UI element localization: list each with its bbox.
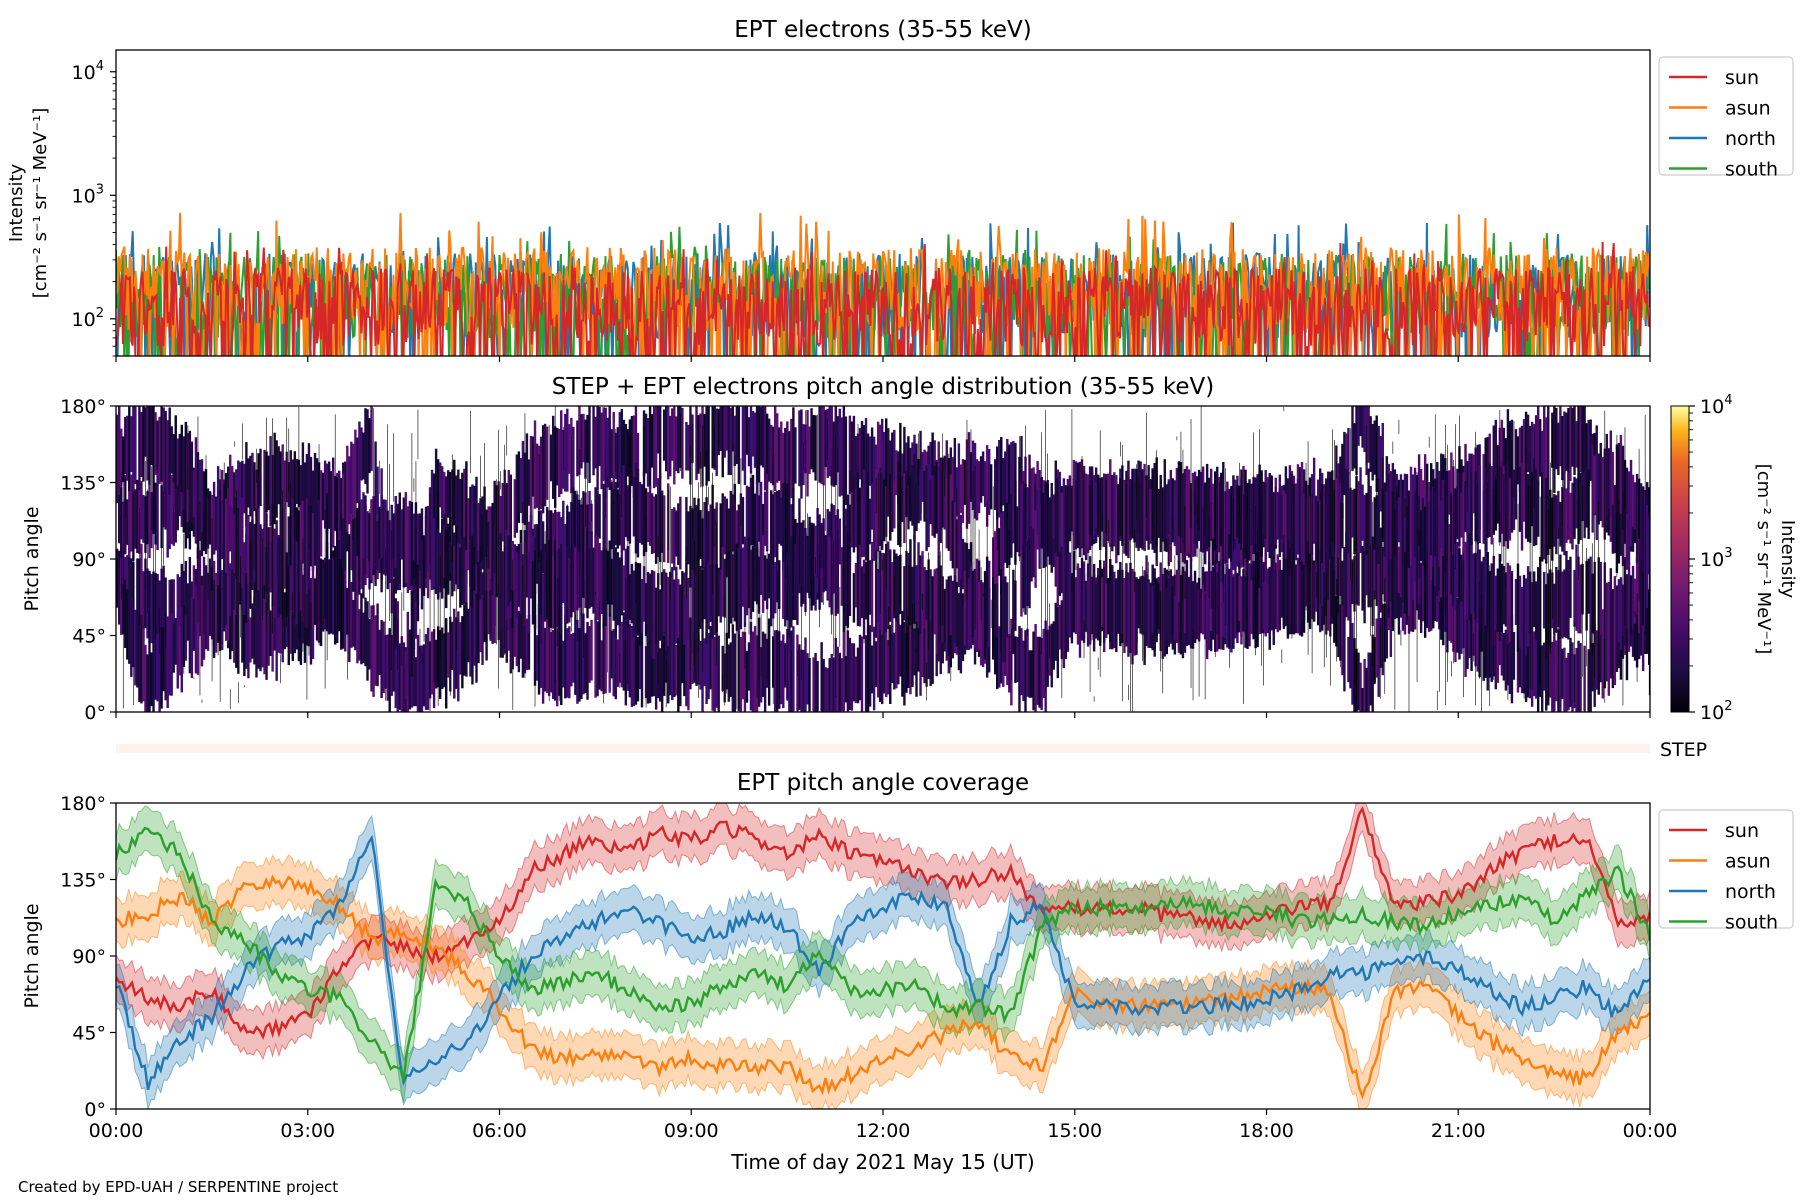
legend-label-asun: asun bbox=[1725, 851, 1771, 873]
x-axis-label: Time of day 2021 May 15 (UT) bbox=[730, 1150, 1034, 1174]
heatmap-cells bbox=[116, 406, 1650, 712]
x-tick-label: 06:00 bbox=[472, 1120, 527, 1142]
colorbar-label: Intensity [cm⁻² s⁻¹ sr⁻¹ MeV⁻¹] bbox=[1753, 464, 1798, 655]
x-tick-label: 18:00 bbox=[1239, 1120, 1294, 1142]
y-tick-label: 90° bbox=[72, 549, 106, 571]
colorbar-tick-label: 103 bbox=[1700, 546, 1732, 571]
y-tick-label: 90° bbox=[72, 946, 106, 968]
x-tick-label: 12:00 bbox=[856, 1120, 911, 1142]
panel2-title: STEP + EPT electrons pitch angle distrib… bbox=[552, 374, 1214, 400]
y-tick-label: 180° bbox=[60, 793, 106, 815]
series-line-sun bbox=[116, 241, 1650, 356]
coverage-line-asun bbox=[116, 874, 1650, 1100]
x-tick-label: 15:00 bbox=[1047, 1120, 1102, 1142]
x-tick-label: 03:00 bbox=[280, 1120, 335, 1142]
panel3-y-ticks: 0° 45° 90° 135° 180° bbox=[60, 793, 116, 1121]
legend-label-sun: sun bbox=[1725, 67, 1759, 89]
y-tick-label: 104 bbox=[72, 59, 104, 84]
y-tick-label: 102 bbox=[72, 306, 104, 331]
x-tick-label: 09:00 bbox=[664, 1120, 719, 1142]
y-tick-label: 0° bbox=[84, 702, 106, 724]
coverage-line-south bbox=[116, 826, 1650, 1082]
panel1-x-ticks bbox=[115, 356, 1651, 362]
coverage-line-north bbox=[116, 834, 1650, 1091]
heatmap-edges bbox=[120, 406, 1650, 712]
y-tick-label: 180° bbox=[60, 396, 106, 418]
panel1-plot-area bbox=[116, 212, 1650, 356]
colorbar-tick-label: 104 bbox=[1700, 393, 1732, 418]
coverage-band-south bbox=[116, 805, 1650, 1103]
legend-label-south: south bbox=[1725, 159, 1778, 181]
x-tick-label: 21:00 bbox=[1431, 1120, 1486, 1142]
coverage-band-asun bbox=[116, 854, 1650, 1109]
panel2-x-ticks bbox=[115, 712, 1651, 718]
panel-intensity: EPT electrons (35-55 keV) 102 103 104 Inte… bbox=[6, 17, 1794, 362]
panel1-y-ticks: 102 103 104 bbox=[72, 59, 116, 357]
colorbar-ticks: 102 103 104 bbox=[1689, 393, 1732, 724]
legend-label-sun: sun bbox=[1725, 820, 1759, 842]
panel1-legend: sun asun north south bbox=[1658, 56, 1794, 181]
panel-pitch-angle-distribution: STEP + EPT electrons pitch angle distrib… bbox=[21, 374, 1798, 724]
y-tick-label: 103 bbox=[72, 182, 104, 207]
panel3-legend-box bbox=[1658, 809, 1794, 929]
panel-pitch-angle-coverage: EPT pitch angle coverage 0° 45° 90° 135° 180… bbox=[21, 770, 1794, 1174]
panel1-title: EPT electrons (35-55 keV) bbox=[734, 17, 1031, 43]
panel1-ylabel-line2: [cm⁻² s⁻¹ sr⁻¹ MeV⁻¹] bbox=[30, 108, 51, 299]
coverage-band-north bbox=[116, 814, 1650, 1109]
panel1-ylabel-line1: Intensity bbox=[6, 163, 27, 242]
coverage-band-sun bbox=[116, 803, 1650, 1061]
panel2-y-ticks: 0° 45° 90° 135° 180° bbox=[60, 396, 116, 724]
y-tick-label: 135° bbox=[60, 473, 106, 495]
step-label: STEP bbox=[1660, 739, 1707, 761]
panel3-plot-area bbox=[116, 803, 1650, 1109]
colorbar-label-line1: Intensity bbox=[1777, 520, 1798, 599]
panel1-legend-box bbox=[1658, 56, 1794, 176]
panel3-x-ticks: 00:00 03:00 06:00 09:00 12:00 15:00 18:00 21:00… bbox=[89, 1109, 1678, 1142]
legend-label-south: south bbox=[1725, 912, 1778, 934]
panel1-y-label: Intensity [cm⁻² s⁻¹ sr⁻¹ MeV⁻¹] bbox=[6, 108, 51, 299]
colorbar-label-line2: [cm⁻² s⁻¹ sr⁻¹ MeV⁻¹] bbox=[1753, 464, 1774, 655]
y-tick-label: 135° bbox=[60, 870, 106, 892]
footer-credit: Created by EPD-UAH / SERPENTINE project bbox=[18, 1178, 338, 1196]
panel3-y-label: Pitch angle bbox=[21, 903, 43, 1008]
panel3-legend: sun asun north south bbox=[1658, 809, 1794, 934]
x-tick-label: 00:00 bbox=[89, 1120, 144, 1142]
legend-label-north: north bbox=[1725, 128, 1776, 150]
legend-label-north: north bbox=[1725, 881, 1776, 903]
y-tick-label: 45° bbox=[72, 1023, 106, 1045]
colorbar bbox=[1670, 405, 1690, 713]
step-bar bbox=[116, 744, 1650, 753]
x-tick-label: 00:00 bbox=[1623, 1120, 1678, 1142]
panel2-heatmap bbox=[116, 406, 1650, 712]
colorbar-tick-label: 102 bbox=[1700, 699, 1732, 724]
panel3-title: EPT pitch angle coverage bbox=[737, 770, 1029, 796]
legend-label-asun: asun bbox=[1725, 98, 1771, 120]
panel-step-strip: STEP bbox=[116, 739, 1707, 761]
y-tick-label: 0° bbox=[84, 1099, 106, 1121]
y-tick-label: 45° bbox=[72, 626, 106, 648]
panel2-y-label: Pitch angle bbox=[21, 506, 43, 611]
